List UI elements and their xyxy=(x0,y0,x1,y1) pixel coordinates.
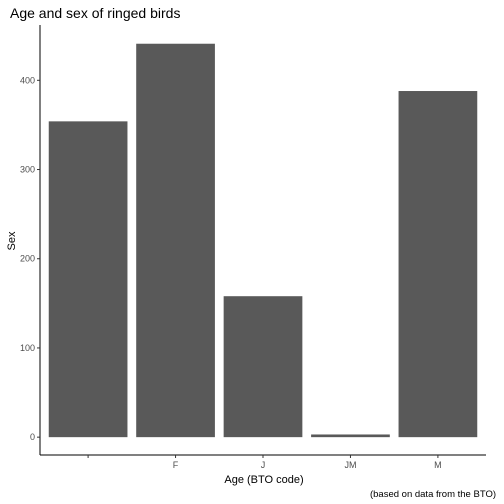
bar-M xyxy=(398,91,478,438)
chart-caption: (based on data from the BTO) xyxy=(370,489,496,500)
y-tick-label: 0 xyxy=(30,432,35,442)
chart-title: Age and sex of ringed birds xyxy=(10,5,180,21)
y-tick-label: 400 xyxy=(20,75,35,85)
bar-J xyxy=(223,296,303,438)
y-tick-label: 300 xyxy=(20,165,35,175)
x-tick-label: M xyxy=(434,460,442,470)
plot-area: 0 100 200 300 400 F J JM M xyxy=(20,25,486,470)
x-tick-label: F xyxy=(173,460,179,470)
x-tick-label: JM xyxy=(344,460,356,470)
bar-blank xyxy=(48,121,128,438)
y-tick-label: 100 xyxy=(20,343,35,353)
bar-F xyxy=(136,43,215,438)
y-axis-title: Sex xyxy=(6,231,18,250)
bar-JM xyxy=(311,434,390,438)
y-tick-label: 200 xyxy=(20,254,35,264)
x-tick-label: J xyxy=(261,460,266,470)
x-axis-title: Age (BTO code) xyxy=(224,474,303,486)
